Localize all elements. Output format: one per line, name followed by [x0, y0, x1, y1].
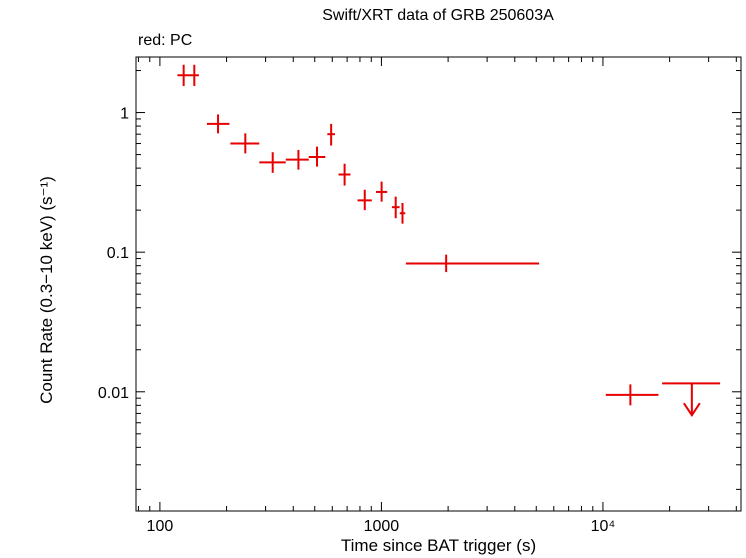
upper-limit-arrow-head [683, 402, 701, 417]
plot-frame [135, 56, 742, 512]
upper-limit-point [662, 382, 721, 417]
series-legend-label: red: PC [138, 32, 193, 49]
x-tick-label: 100 [147, 518, 174, 535]
data-point [285, 149, 309, 170]
data-point [399, 203, 406, 224]
data-point [327, 123, 335, 146]
data-point [375, 181, 388, 202]
data-point [308, 146, 326, 167]
data-point [206, 114, 230, 134]
y-tick-label: 1 [120, 106, 129, 123]
data-point [605, 384, 659, 406]
data-point [357, 189, 372, 211]
axis-ticks [136, 57, 741, 511]
x-axis-label: Time since BAT trigger (s) [340, 536, 537, 555]
x-tick-label: 1000 [364, 518, 400, 535]
chart-title: Swift/XRT data of GRB 250603A [322, 7, 554, 24]
data-point [259, 152, 286, 173]
y-tick-label: 0.01 [98, 385, 129, 402]
data-points [177, 64, 721, 417]
data-point [405, 254, 540, 273]
data-point [189, 64, 199, 86]
data-point [391, 196, 400, 219]
y-tick-label: 0.1 [107, 245, 129, 262]
data-point [177, 64, 190, 86]
axis-tick-labels: 100 1000 10⁴ 1 0.1 0.01 [98, 106, 616, 535]
data-point [230, 133, 260, 154]
data-point [338, 163, 351, 186]
y-axis-label: Count Rate (0.3−10 keV) (s⁻¹) [37, 176, 56, 404]
x-tick-label: 10⁴ [591, 518, 616, 535]
